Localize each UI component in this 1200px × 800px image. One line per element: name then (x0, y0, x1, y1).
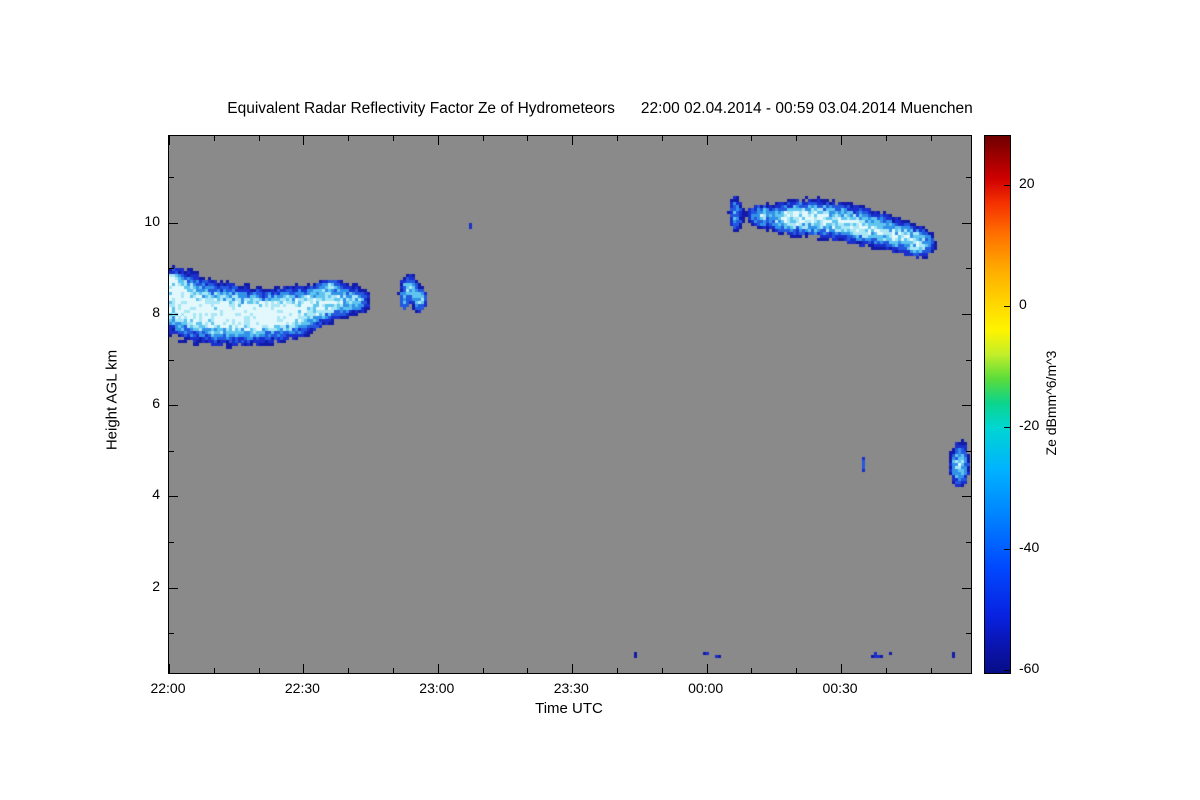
x-tick-label: 00:00 (688, 680, 724, 696)
y-tick (962, 405, 971, 406)
x-tick (438, 136, 439, 145)
x-tick (348, 668, 349, 673)
colorbar-tick (1004, 185, 1010, 186)
y-tick (966, 268, 971, 269)
chart-title: Equivalent Radar Reflectivity Factor Ze … (0, 100, 1200, 118)
x-tick (796, 668, 797, 673)
colorbar-label: Ze dBmm^6/m^3 (1043, 350, 1059, 456)
x-tick (751, 136, 752, 141)
y-tick (169, 633, 174, 634)
x-tick (886, 136, 887, 141)
y-tick (169, 588, 178, 589)
chart-title-main: Equivalent Radar Reflectivity Factor Ze … (227, 100, 615, 117)
x-tick (662, 136, 663, 141)
y-tick (169, 177, 174, 178)
x-tick (214, 668, 215, 673)
x-tick (303, 136, 304, 145)
y-tick (966, 633, 971, 634)
x-tick (572, 664, 573, 673)
colorbar-tick (1004, 427, 1010, 428)
y-tick-label: 8 (152, 303, 160, 320)
colorbar-tick (1004, 306, 1010, 307)
x-tick-label: 22:30 (284, 680, 320, 696)
y-tick (962, 314, 971, 315)
x-tick (169, 136, 170, 145)
x-tick (438, 664, 439, 673)
x-tick-label: 23:00 (419, 680, 455, 696)
y-tick (966, 177, 971, 178)
x-tick (393, 136, 394, 141)
x-tick (841, 136, 842, 145)
x-tick (259, 668, 260, 673)
y-tick (169, 268, 174, 269)
x-tick (617, 668, 618, 673)
x-tick (707, 664, 708, 673)
y-tick (169, 451, 174, 452)
x-tick (662, 668, 663, 673)
y-tick (962, 588, 971, 589)
y-tick (962, 223, 971, 224)
colorbar-tick-label: 20 (1019, 174, 1035, 191)
x-tick-label: 00:30 (822, 680, 858, 696)
x-tick (303, 664, 304, 673)
y-tick (169, 542, 174, 543)
y-tick-label: 6 (152, 395, 160, 412)
y-tick (169, 496, 178, 497)
colorbar-tick-label: -60 (1019, 659, 1040, 676)
x-tick (572, 136, 573, 145)
radar-echoes-canvas (169, 136, 971, 673)
y-tick-label: 4 (152, 486, 160, 503)
y-tick (962, 496, 971, 497)
y-tick (966, 542, 971, 543)
x-tick (169, 664, 170, 673)
y-tick (169, 405, 178, 406)
x-tick (841, 664, 842, 673)
x-tick-label: 22:00 (150, 680, 186, 696)
colorbar-tick (1004, 549, 1010, 550)
y-tick (169, 314, 178, 315)
y-tick (966, 451, 971, 452)
x-tick (214, 136, 215, 141)
x-tick (259, 136, 260, 141)
y-tick (966, 360, 971, 361)
plot-area (168, 135, 972, 674)
x-tick (393, 668, 394, 673)
y-tick (169, 223, 178, 224)
x-tick (527, 668, 528, 673)
x-tick-label: 23:30 (553, 680, 589, 696)
colorbar-tick-label: -40 (1019, 538, 1040, 555)
x-tick (931, 668, 932, 673)
x-tick (483, 136, 484, 141)
x-tick (886, 668, 887, 673)
x-tick (707, 136, 708, 145)
x-tick (751, 668, 752, 673)
x-tick (527, 136, 528, 141)
x-tick (931, 136, 932, 141)
colorbar-tick (1004, 670, 1010, 671)
x-tick (617, 136, 618, 141)
colorbar-gradient (985, 136, 1010, 673)
x-tick (796, 136, 797, 141)
y-tick (169, 360, 174, 361)
x-axis-label: Time UTC (535, 700, 603, 717)
colorbar (984, 135, 1011, 674)
colorbar-tick-label: 0 (1019, 295, 1027, 312)
x-tick (483, 668, 484, 673)
colorbar-tick-label: -20 (1019, 417, 1040, 434)
y-tick-label: 10 (144, 212, 160, 229)
y-tick-label: 2 (152, 577, 160, 594)
x-tick (348, 136, 349, 141)
chart-title-period: 22:00 02.04.2014 - 00:59 03.04.2014 Muen… (640, 100, 973, 117)
